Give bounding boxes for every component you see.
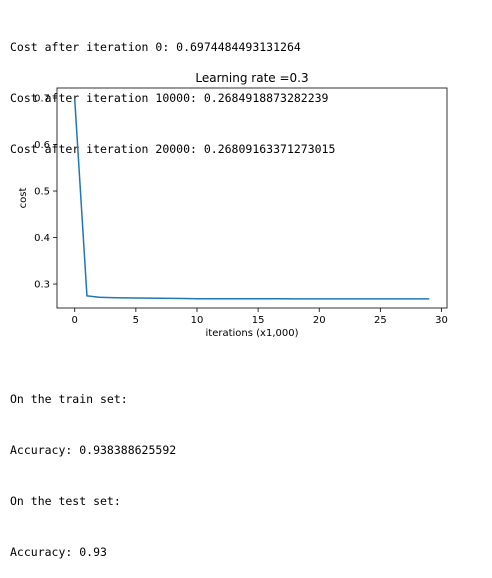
y-tick-label: 0.4 [34, 233, 50, 244]
x-tick-label: 25 [374, 315, 387, 326]
log-line-test-accuracy: Accuracy: 0.93 [10, 545, 107, 559]
chart-title: Learning rate =0.3 [195, 71, 308, 85]
x-axis-label: iterations (x1,000) [206, 328, 299, 339]
y-axis-ticks: 0.3 0.4 0.5 0.6 0.7 [34, 94, 57, 291]
x-axis-ticks: 0 5 10 15 20 25 30 [72, 308, 448, 326]
x-tick-label: 10 [191, 315, 204, 326]
x-tick-label: 20 [313, 315, 326, 326]
log-line-test-header: On the test set: [10, 494, 121, 508]
output-log-bottom: On the train set: Accuracy: 0.9383886255… [10, 357, 176, 578]
log-line-1: Cost after iteration 0: 0.69744844931312… [10, 40, 301, 54]
x-tick-label: 5 [133, 315, 139, 326]
plot-frame [56, 87, 448, 309]
log-line-3: Cost after iteration 20000: 0.2680916337… [10, 142, 336, 156]
y-tick-label: 0.6 [34, 140, 50, 151]
y-tick-label: 0.5 [34, 187, 50, 198]
output-log-top: Cost after iteration 0: 0.69744844931312… [10, 5, 335, 175]
x-tick-label: 0 [72, 315, 78, 326]
y-tick-label: 0.7 [34, 94, 50, 105]
y-tick-label: 0.3 [34, 280, 50, 291]
cost-series-line [73, 99, 430, 300]
log-line-2: Cost after iteration 10000: 0.2684918873… [10, 91, 329, 105]
log-line-train-accuracy: Accuracy: 0.938388625592 [10, 443, 177, 457]
x-tick-label: 15 [252, 315, 265, 326]
y-axis-label: cost [18, 188, 29, 209]
cost-chart: Learning rate =0.3 0 5 10 15 20 25 30 0.30.40.… [18, 71, 448, 339]
log-line-train-header: On the train set: [10, 392, 128, 406]
x-tick-label: 30 [435, 315, 448, 326]
